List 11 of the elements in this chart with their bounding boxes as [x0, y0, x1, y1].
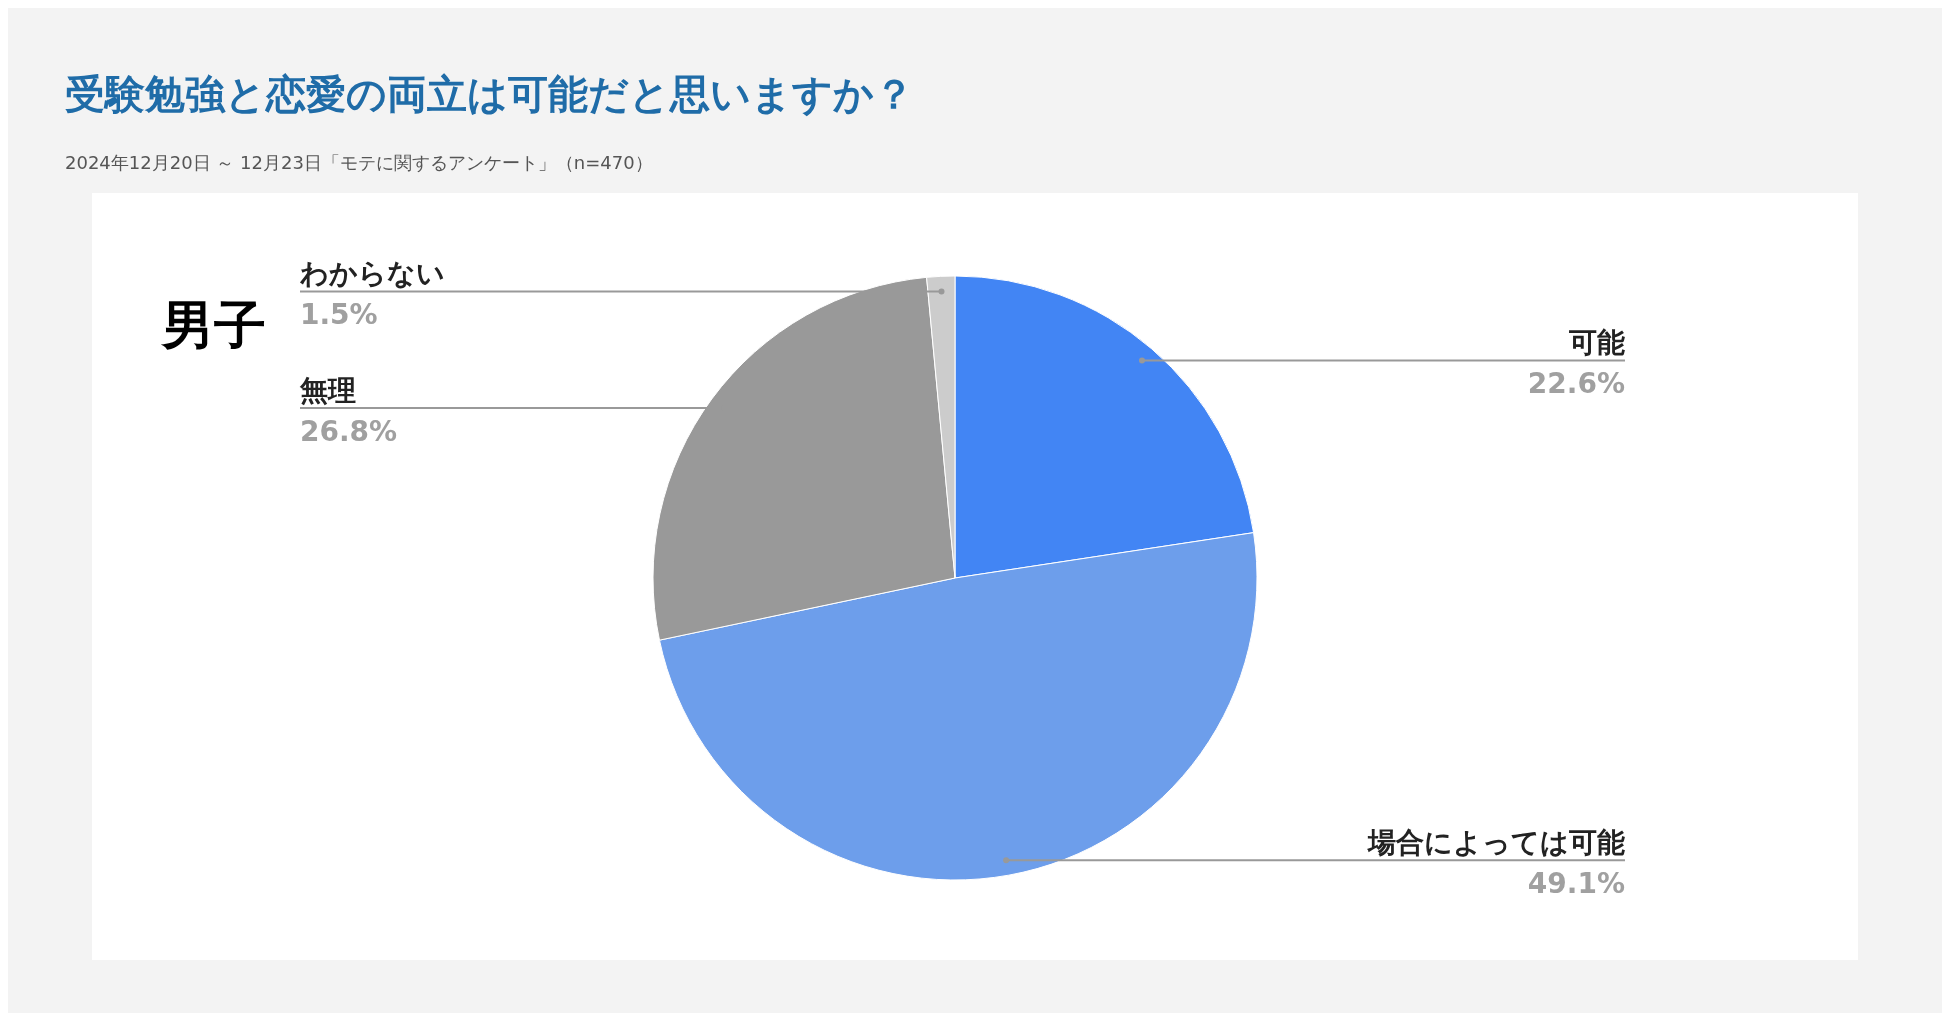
slice-label: 場合によっては可能: [1366, 826, 1625, 860]
data-label: 26.8%: [300, 414, 398, 448]
data-label: 22.6%: [1527, 367, 1625, 401]
slice-label: わからない: [299, 257, 445, 291]
chart-subtitle: 2024年12月20日 ～ 12月23日「モテに関するアンケート」（n=470）: [65, 152, 653, 173]
chart-title: 受験勉強と恋愛の両立は可能だと思いますか？: [65, 71, 914, 117]
slice-label: 無理: [299, 373, 356, 407]
text: 男子: [160, 295, 266, 355]
data-label: 49.1%: [1527, 867, 1625, 901]
slice-label: 可能: [1568, 326, 1625, 360]
data-label: 1.5%: [300, 298, 378, 332]
